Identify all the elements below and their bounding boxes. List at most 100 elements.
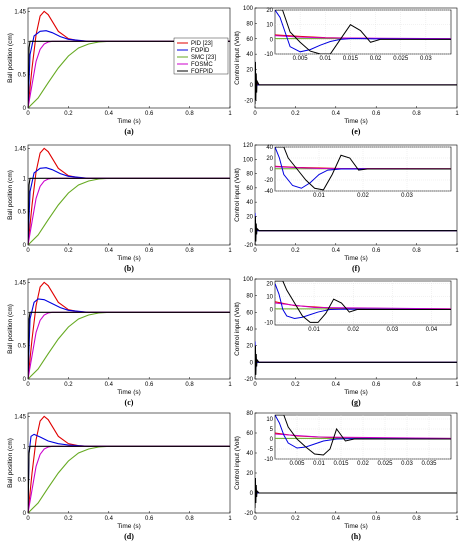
- x-tick-label: 0.8: [185, 111, 194, 117]
- panel-caption: (a): [124, 127, 134, 136]
- inset-y-tick-label: 5: [270, 427, 274, 433]
- inset-line-fopid: [275, 10, 451, 53]
- x-tick-label: 0: [253, 382, 257, 388]
- x-axis-label: Time (s): [344, 523, 368, 530]
- inset-x-tick-label: 0.02: [370, 56, 382, 62]
- inset-line-fosmc: [275, 35, 451, 40]
- inset-x-tick-label: 0.01: [313, 461, 325, 467]
- inset-line-fopid: [275, 283, 451, 320]
- y-tick-label: 40: [246, 200, 253, 206]
- inset-x-tick-label: 0.01: [308, 327, 320, 333]
- y-tick-label: 1.45: [14, 9, 26, 15]
- x-tick-label: 0: [26, 111, 30, 117]
- inset-line-fofpid: [275, 415, 451, 456]
- x-axis-label: Time (s): [344, 118, 368, 125]
- inset-x-tick-label: 0.03: [401, 461, 413, 467]
- y-tick-label: 1: [23, 176, 27, 182]
- x-tick-label: 0.8: [412, 516, 421, 522]
- inset-y-tick-label: 10: [266, 295, 273, 301]
- y-axis-label: Control input (Volt): [234, 302, 241, 356]
- y-tick-label: 60: [246, 310, 253, 316]
- x-tick-label: 1: [455, 382, 459, 388]
- x-tick-label: 0.2: [64, 111, 73, 117]
- series-line-fopid: [28, 298, 230, 379]
- y-tick-label: 100: [243, 157, 254, 163]
- inset-y-tick-label: 20: [266, 8, 273, 14]
- inset: 0.01 0.02 0.03 0.04 -10 0 10 20: [264, 280, 452, 333]
- x-tick-label: 1: [228, 248, 232, 254]
- series-line-fofpid: [255, 345, 457, 378]
- series-line-fofpid: [28, 177, 230, 245]
- inset: 0.01 0.02 0.03 -40 -20 0 20 40: [264, 145, 452, 199]
- series-group: [255, 477, 457, 509]
- y-tick-label: 0: [250, 83, 254, 89]
- y-tick-label: 40: [246, 327, 253, 333]
- y-axis-label: Ball position (cm): [7, 304, 14, 354]
- series-line-fofpid: [255, 477, 457, 509]
- inset-x-tick-label: 0.015: [343, 56, 359, 62]
- x-tick-label: 0.4: [332, 111, 341, 117]
- panel-caption: (b): [124, 264, 134, 273]
- y-tick-label: 0: [250, 491, 254, 497]
- x-tick-label: 0.8: [185, 248, 194, 254]
- x-tick-label: 0.8: [412, 382, 421, 388]
- chart-a: 0 0.2 0.4 0.6 0.8 1 0 0.5 1 1.45 Time (s) Ball posi…: [7, 7, 232, 136]
- x-axis-label: Time (s): [117, 389, 141, 396]
- x-axis-label: Time (s): [344, 389, 368, 396]
- series-line-fofpid: [255, 216, 457, 245]
- x-tick-label: 1: [455, 516, 459, 522]
- inset-x-tick-label: 0.03: [386, 327, 398, 333]
- inset-y-tick-label: 20: [266, 156, 273, 162]
- x-tick-label: 0.4: [105, 516, 114, 522]
- chart-c: 0 0.2 0.4 0.6 0.8 1 0 0.5 1 1.45 Time (s) Ball posi…: [7, 278, 232, 407]
- y-axis-label: Control input (Volt): [234, 31, 241, 85]
- x-tick-label: 0.2: [64, 516, 73, 522]
- x-tick-label: 0: [253, 516, 257, 522]
- inset-y-tick-label: 0: [270, 37, 274, 43]
- y-tick-label: 1.45: [14, 414, 26, 420]
- series-group: [255, 212, 457, 245]
- y-tick-label: 0: [23, 377, 27, 383]
- x-tick-label: 0.6: [145, 382, 154, 388]
- inset-y-tick-label: -40: [264, 189, 273, 195]
- x-tick-label: 1: [455, 111, 459, 117]
- x-tick-label: 0.2: [291, 111, 300, 117]
- series-group: [28, 415, 230, 513]
- y-tick-label: 0: [250, 229, 254, 235]
- inset-x-tick-label: 0.035: [421, 461, 437, 467]
- y-tick-label: -20: [244, 377, 253, 383]
- x-tick-label: 0.8: [412, 248, 421, 254]
- x-tick-label: 1: [228, 516, 232, 522]
- inset-x-tick-label: 0.005: [289, 461, 305, 467]
- x-tick-label: 0: [26, 382, 30, 388]
- inset-y-tick-label: 40: [266, 145, 273, 151]
- x-tick-label: 0: [253, 111, 257, 117]
- y-tick-label: -20: [244, 243, 253, 249]
- y-tick-label: 80: [246, 172, 253, 178]
- y-tick-label: 20: [246, 68, 253, 74]
- inset-y-tick-label: 0: [270, 437, 274, 443]
- inset-x-tick-label: 0.01: [313, 193, 325, 199]
- inset-frame: [274, 280, 452, 326]
- series-line-fopid: [28, 433, 230, 513]
- series-group: [255, 341, 457, 378]
- legend-label: SMC [23]: [191, 55, 216, 61]
- inset: 0.005 0.01 0.015 0.02 0.025 0.03 -10 0 10 20: [264, 8, 452, 62]
- inset-x-tick-label: 0.02: [357, 193, 369, 199]
- y-tick-label: 0: [23, 106, 27, 112]
- inset-line-fofpid: [275, 147, 451, 191]
- series-group: [28, 147, 230, 245]
- y-tick-label: 1: [23, 39, 27, 45]
- y-tick-label: 80: [246, 294, 253, 300]
- x-tick-label: 1: [228, 382, 232, 388]
- inset-y-tick-label: 10: [266, 417, 273, 423]
- inset-y-tick-label: 10: [266, 23, 273, 29]
- inset-x-tick-label: 0.02: [347, 327, 359, 333]
- inset-line-fofpid: [275, 281, 451, 323]
- y-tick-label: 120: [243, 143, 254, 149]
- series-line-fofpid: [28, 40, 230, 108]
